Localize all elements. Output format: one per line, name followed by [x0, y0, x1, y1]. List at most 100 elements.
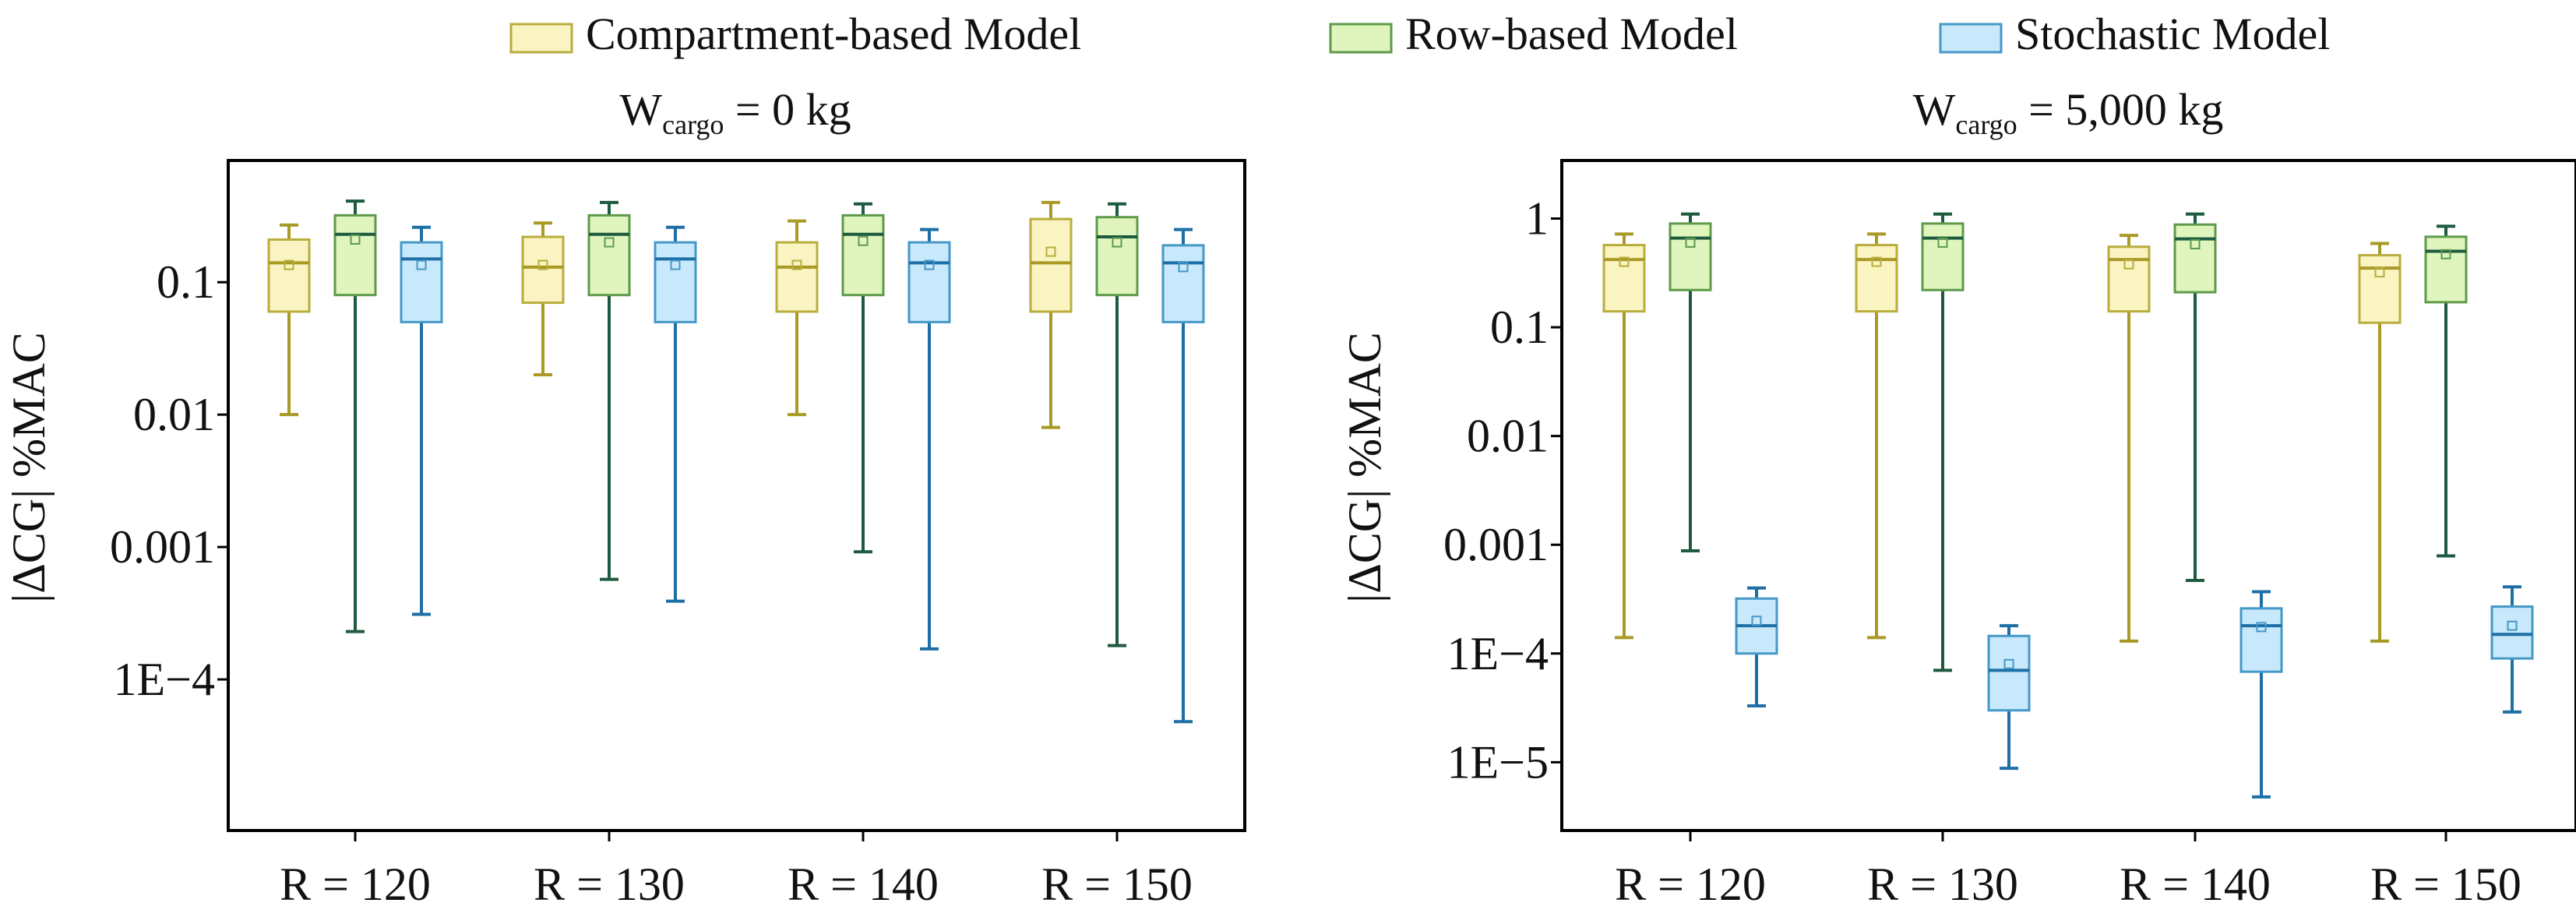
legend: Compartment-based Model Row-based Model …: [509, 9, 2330, 59]
panel-right-r-130-row-based-model-mean: [1937, 237, 1948, 248]
panel-right-ytick-label-4: 0.1: [1490, 302, 1549, 353]
panel-right-xlabel-r120: R = 120: [1615, 859, 1766, 910]
panel-right-xlabel-r130: R = 130: [1867, 859, 2018, 910]
panel-left-r-140-row-based-model-mean: [858, 235, 869, 246]
panel-right-ylabel: |ΔCG| %MAC: [1339, 332, 1390, 603]
panel-right-r-140-compartment-based-model-mean: [2123, 259, 2134, 270]
legend-swatch-stochastic: [1939, 23, 2003, 54]
panel-left-r-130-stochastic-model-mean: [670, 259, 681, 270]
panel-right-ytick-label-0: 1E−5: [1447, 736, 1549, 788]
panel-left-yaxis-ticks: 1E−4 0.001 0.01 0.1: [110, 256, 228, 705]
panel-left-r-140-compartment-based-model-mean: [791, 259, 802, 270]
panel-right-r-150-stochastic-model-iqr: [2490, 605, 2534, 660]
legend-label-row: Row-based Model: [1405, 9, 1738, 59]
panel-left: Wcargo = 0 kg |ΔCG| %MAC 1E−4 0.001 0.01 0.…: [3, 84, 1246, 910]
panel-left-r-120-row-based-model-iqr: [333, 213, 377, 297]
panel-right-title-suffix: = 5,000 kg: [2017, 84, 2224, 135]
panel-left-r-130-stochastic-model-iqr: [654, 241, 697, 323]
panel-right-r-150-compartment-based-model-iqr: [2358, 254, 2402, 324]
panel-right-ytick-label-1: 1E−4: [1447, 628, 1549, 679]
panel-left-r-120-stochastic-model-mean: [416, 259, 427, 270]
panel-left-r-140-stochastic-model-box: [907, 227, 951, 651]
panel-left-title: Wcargo = 0 kg: [619, 84, 851, 140]
panel-left-r-150-row-based-model-box: [1095, 202, 1139, 647]
panel-left-r-150-compartment-based-model-mean: [1045, 246, 1056, 257]
panel-right-r-150-row-based-model-box: [2424, 224, 2468, 558]
panel-right-title-prefix: W: [1913, 84, 1956, 135]
panel-right-r-130-stochastic-model-mean: [2003, 658, 2014, 669]
panel-right-r-130-compartment-based-model-mean: [1871, 256, 1882, 267]
panel-left-xlabel-r130: R = 130: [534, 859, 685, 910]
panel-left-r-120-stochastic-model-iqr: [400, 241, 443, 323]
panel-right-title: Wcargo = 5,000 kg: [1913, 84, 2224, 140]
panel-left-r-150-compartment-based-model-box: [1029, 200, 1073, 429]
panel-right-r-140-row-based-model-iqr: [2173, 223, 2217, 294]
panel-right-r-130-compartment-based-model-iqr: [1855, 244, 1898, 313]
panel-left-r-130-row-based-model-box: [587, 200, 631, 581]
panel-left-r-150-compartment-based-model-iqr: [1029, 217, 1073, 313]
panel-right-r-150-stochastic-model-box: [2490, 585, 2534, 714]
panel-right-r-140-compartment-based-model-iqr: [2107, 245, 2151, 313]
panel-right-r-150-stochastic-model-mean: [2507, 620, 2518, 631]
panel-left-ylabel: |ΔCG| %MAC: [3, 332, 55, 603]
panel-left-xlabel-r140: R = 140: [788, 859, 939, 910]
legend-item-compartment: Compartment-based Model: [509, 9, 1081, 59]
panel-right-r-140-stochastic-model-iqr: [2239, 607, 2283, 673]
panel-right-r-120-compartment-based-model-mean: [1619, 256, 1630, 267]
panel-right-r-120-row-based-model-mean: [1685, 237, 1696, 248]
panel-right-r-150-row-based-model-mean: [2440, 249, 2451, 259]
panel-left-r-140-compartment-based-model-box: [775, 219, 819, 417]
legend-item-row: Row-based Model: [1329, 9, 1738, 59]
panel-right-r-150-row-based-model-iqr: [2424, 235, 2468, 304]
panel-left-r-150-stochastic-model-box: [1161, 227, 1205, 724]
panel-left-r-130-compartment-based-model-mean: [537, 259, 548, 270]
panel-left-r-140-row-based-model-box: [841, 202, 885, 554]
panel-right-r-120-stochastic-model-mean: [1751, 615, 1762, 626]
legend-swatch-row: [1329, 23, 1393, 54]
panel-right-r-140-stochastic-model-box: [2239, 590, 2283, 799]
panel-right-r-150-compartment-based-model-box: [2358, 242, 2402, 643]
panel-right-ytick-label-2: 0.001: [1443, 519, 1549, 570]
panel-right-r-120-compartment-based-model-iqr: [1602, 244, 1646, 313]
legend-label-stochastic: Stochastic Model: [2015, 9, 2330, 59]
panel-left-xlabel-r120: R = 120: [280, 859, 431, 910]
panel-left-boxes: [267, 199, 1205, 724]
panel-left-r-120-row-based-model-box: [333, 199, 377, 633]
panel-left-ytick-label-1: 0.001: [110, 521, 215, 573]
panel-left-r-120-row-based-model-mean: [350, 234, 361, 245]
panel-left-r-140-stochastic-model-iqr: [907, 241, 951, 323]
panel-right-r-120-compartment-based-model-box: [1602, 232, 1646, 640]
panel-right-yaxis-ticks: 1E−5 1E−4 0.001 0.01 0.1 1: [1443, 192, 1562, 788]
panel-right-r-120-row-based-model-box: [1669, 212, 1712, 552]
panel-right-ytick-label-5: 1: [1525, 192, 1549, 244]
legend-label-compartment: Compartment-based Model: [586, 9, 1081, 59]
panel-right-ytick-label-3: 0.01: [1467, 411, 1549, 462]
panel-left-r-140-row-based-model-iqr: [841, 213, 885, 297]
panel-left-r-120-compartment-based-model-iqr: [267, 238, 311, 313]
panel-left-xlabel-r150: R = 150: [1041, 859, 1193, 910]
panel-left-r-120-stochastic-model-box: [400, 225, 443, 616]
panel-right-title-subscript: cargo: [1955, 109, 2017, 140]
panel-left-r-130-row-based-model-iqr: [587, 213, 631, 297]
panel-right-boxes: [1602, 212, 2534, 799]
legend-swatch-compartment: [509, 23, 573, 54]
panel-left-r-120-compartment-based-model-mean: [284, 259, 294, 270]
panel-left-frame: [227, 159, 1246, 832]
panel-right-r-120-row-based-model-iqr: [1669, 222, 1712, 291]
panel-left-title-prefix: W: [619, 84, 662, 135]
panel-right-r-140-row-based-model-mean: [2190, 239, 2201, 250]
panel-right-r-130-row-based-model-iqr: [1921, 222, 1965, 291]
panel-right-r-130-stochastic-model-iqr: [1987, 634, 2031, 712]
panel-right-r-140-compartment-based-model-box: [2107, 234, 2151, 643]
panel-left-r-120-compartment-based-model-box: [267, 223, 311, 417]
panel-left-r-150-stochastic-model-mean: [1178, 262, 1189, 273]
panel-right-r-120-stochastic-model-box: [1735, 586, 1778, 707]
panel-left-r-150-stochastic-model-iqr: [1161, 244, 1205, 323]
panel-right-xaxis: R = 120 R = 130 R = 140 R = 150: [1615, 831, 2521, 910]
panel-right-r-130-row-based-model-box: [1921, 212, 1965, 672]
panel-left-r-130-stochastic-model-box: [654, 225, 697, 603]
panel-left-r-130-compartment-based-model-box: [521, 221, 565, 377]
panel-right-xlabel-r140: R = 140: [2120, 859, 2271, 910]
panel-left-r-130-row-based-model-mean: [604, 237, 615, 248]
